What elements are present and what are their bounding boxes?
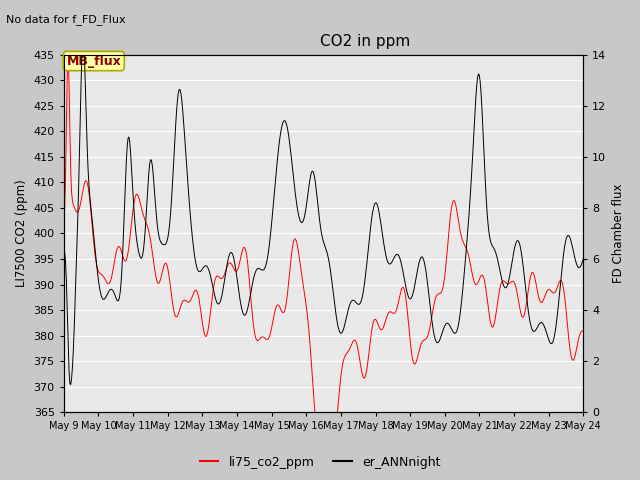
Title: CO2 in ppm: CO2 in ppm	[320, 34, 410, 49]
Text: MB_flux: MB_flux	[67, 55, 121, 68]
Legend: li75_co2_ppm, er_ANNnight: li75_co2_ppm, er_ANNnight	[195, 451, 445, 474]
Text: No data for f_FD_Flux: No data for f_FD_Flux	[6, 14, 126, 25]
Y-axis label: LI7500 CO2 (ppm): LI7500 CO2 (ppm)	[15, 180, 28, 288]
Y-axis label: FD Chamber flux: FD Chamber flux	[612, 184, 625, 283]
